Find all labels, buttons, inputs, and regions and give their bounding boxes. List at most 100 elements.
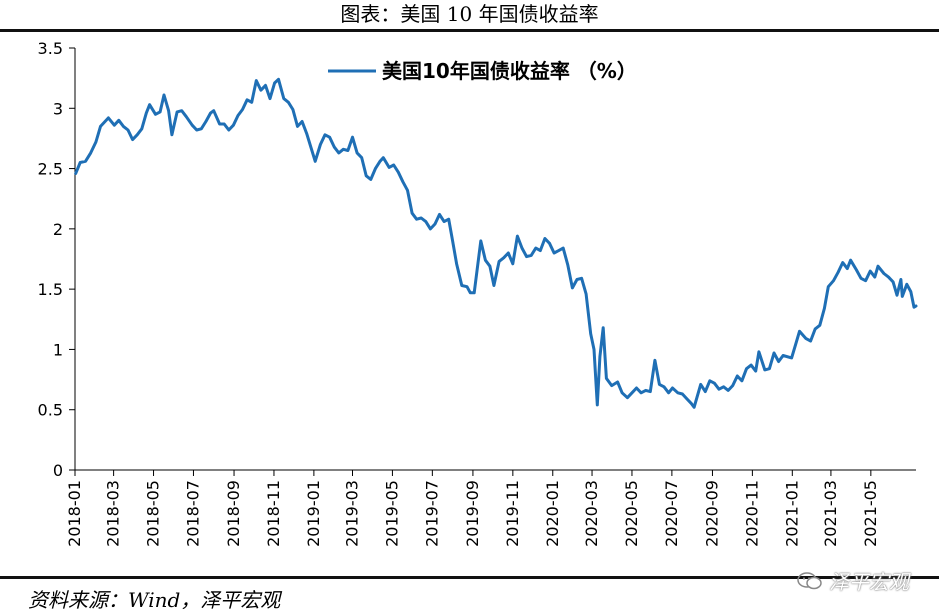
source-note: 资料来源：Wind，泽平宏观 xyxy=(28,588,281,612)
data-point xyxy=(727,389,730,392)
x-tick-label: 2019-05 xyxy=(382,480,401,547)
data-point xyxy=(781,354,785,357)
data-point xyxy=(887,275,890,279)
x-tick-label: 2018-09 xyxy=(224,480,243,547)
data-point xyxy=(740,379,744,382)
data-point xyxy=(136,133,139,136)
data-point xyxy=(596,403,599,407)
data-point xyxy=(708,379,711,382)
data-point xyxy=(415,218,418,221)
data-point xyxy=(145,111,148,115)
yield-line-chart: 00.511.522.533.5 2018-01 2018-03 2018-05 20… xyxy=(38,39,918,547)
data-point xyxy=(841,261,844,264)
data-point xyxy=(438,213,441,216)
data-point xyxy=(763,368,766,372)
data-point xyxy=(442,220,446,223)
data-point xyxy=(420,216,423,220)
x-tick-label: 2019-03 xyxy=(342,480,361,547)
data-point xyxy=(162,93,166,97)
data-point xyxy=(823,307,826,310)
data-point xyxy=(245,98,249,102)
y-tick-label: 0 xyxy=(53,461,63,480)
data-point xyxy=(855,268,858,272)
data-point xyxy=(859,277,863,280)
data-point xyxy=(736,374,739,378)
x-tick-label: 2021-01 xyxy=(782,480,801,547)
data-point xyxy=(99,125,102,128)
data-point xyxy=(768,367,771,370)
data-point xyxy=(690,402,693,405)
data-point xyxy=(232,124,235,127)
data-point xyxy=(616,380,619,384)
x-tick-label: 2018-03 xyxy=(104,480,123,547)
data-point xyxy=(909,290,912,293)
data-point xyxy=(662,385,666,388)
data-point xyxy=(250,101,253,104)
series-line xyxy=(74,77,918,409)
data-point xyxy=(264,84,267,87)
data-point xyxy=(447,218,450,221)
data-point xyxy=(681,392,684,396)
data-point xyxy=(671,386,674,390)
data-point xyxy=(236,114,240,117)
data-point xyxy=(598,355,602,358)
data-point xyxy=(346,149,350,152)
data-point xyxy=(658,383,661,386)
x-tick-label: 2020-11 xyxy=(742,480,761,547)
data-point xyxy=(804,337,808,340)
data-point xyxy=(140,127,143,130)
data-point xyxy=(644,389,647,392)
data-point xyxy=(291,108,295,111)
data-point xyxy=(319,143,322,146)
data-point xyxy=(305,132,308,135)
data-point xyxy=(223,122,226,126)
data-point xyxy=(575,278,579,281)
x-tick-label: 2018-01 xyxy=(65,480,84,547)
data-point xyxy=(520,246,524,250)
data-point xyxy=(337,151,340,155)
data-point xyxy=(167,109,170,112)
x-tick-label: 2018-05 xyxy=(144,480,163,547)
data-point xyxy=(722,385,725,388)
y-tick-label: 3 xyxy=(53,99,63,118)
data-point xyxy=(369,178,372,181)
data-point xyxy=(479,239,482,243)
data-point xyxy=(374,167,377,170)
data-point xyxy=(772,351,776,355)
data-point xyxy=(227,128,230,132)
data-point xyxy=(158,110,162,114)
data-point xyxy=(74,172,77,175)
data-point xyxy=(605,377,608,380)
x-tick-label: 2020-05 xyxy=(622,480,641,547)
data-point xyxy=(323,133,327,136)
data-point xyxy=(268,97,272,100)
data-point xyxy=(314,160,317,163)
data-point xyxy=(469,291,472,294)
data-point xyxy=(511,262,514,265)
x-tick-label: 2018-11 xyxy=(264,480,283,547)
data-point xyxy=(639,391,643,394)
data-point xyxy=(692,406,696,409)
data-point xyxy=(557,249,560,252)
data-point xyxy=(626,396,629,399)
data-point xyxy=(790,356,793,360)
data-point xyxy=(649,390,652,393)
data-point xyxy=(602,326,605,329)
data-point xyxy=(382,156,385,159)
x-tick-label: 2020-07 xyxy=(662,480,681,547)
page-title: 图表：美国 10 年国债收益率 xyxy=(340,2,599,26)
legend: 美国10年国债收益率 （%） xyxy=(328,59,637,83)
data-point xyxy=(296,125,299,128)
data-point xyxy=(273,81,276,85)
data-point xyxy=(277,78,280,81)
data-point xyxy=(154,113,157,116)
data-point xyxy=(392,163,395,167)
wechat-icon xyxy=(797,571,822,589)
data-point xyxy=(488,265,492,268)
data-point xyxy=(548,242,551,245)
data-point xyxy=(864,279,867,282)
x-tick-label: 2020-01 xyxy=(543,480,562,547)
data-point xyxy=(282,97,285,100)
data-point xyxy=(410,212,414,215)
data-point xyxy=(849,259,852,262)
